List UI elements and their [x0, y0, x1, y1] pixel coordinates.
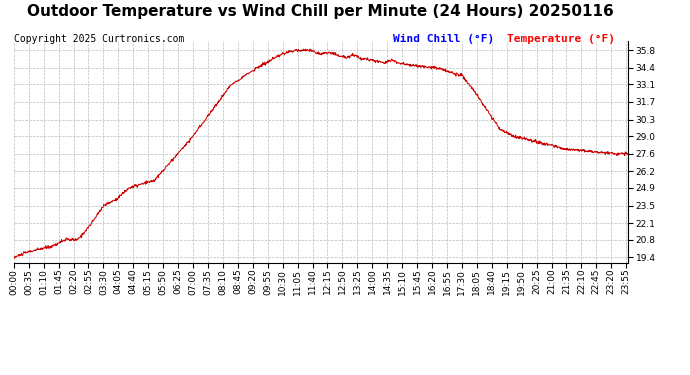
Title: Outdoor Temperature vs Wind Chill per Minute (24 Hours) 20250116: Outdoor Temperature vs Wind Chill per Mi…	[28, 4, 614, 19]
Text: Wind Chill (°F): Wind Chill (°F)	[393, 34, 495, 44]
Text: Copyright 2025 Curtronics.com: Copyright 2025 Curtronics.com	[14, 34, 184, 44]
Text: Temperature (°F): Temperature (°F)	[507, 34, 615, 44]
